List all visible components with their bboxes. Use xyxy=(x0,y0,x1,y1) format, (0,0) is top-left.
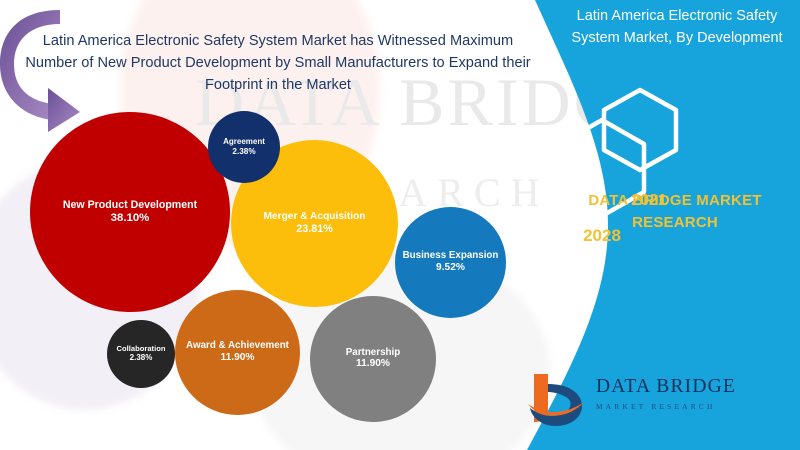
logo-subtitle: MARKET RESEARCH xyxy=(596,402,716,411)
bubble-award-achievement[interactable]: Award & Achievement 11.90% xyxy=(175,290,300,415)
hexagon-group: 2028 2021 xyxy=(530,86,800,245)
hexagon-2021-shape xyxy=(601,87,679,173)
logo-name: DATA BRIDGE xyxy=(596,376,737,397)
hexagon-2028-label: 2028 xyxy=(583,226,621,245)
bubble-value: 23.81% xyxy=(296,222,333,235)
bubble-business-expansion[interactable]: Business Expansion 9.52% xyxy=(395,207,506,318)
bubble-new-product-development[interactable]: New Product Development 38.10% xyxy=(30,112,230,312)
logo-wordmark: DATA BRIDGE MARKET RESEARCH xyxy=(596,376,736,411)
bubble-value: 38.10% xyxy=(110,212,150,225)
panel-title: Latin America Electronic Safety System M… xyxy=(571,8,783,46)
bubble-collaboration[interactable]: Collaboration 2.38% xyxy=(107,320,175,388)
logo-mark-icon xyxy=(528,374,584,426)
bubble-value: 2.38% xyxy=(129,353,153,363)
bubble-label: Award & Achievement xyxy=(186,340,289,352)
bubble-label: Agreement xyxy=(223,137,265,147)
bubble-label: Partnership xyxy=(345,346,401,358)
company-logo: DATA BRIDGE MARKET RESEARCH xyxy=(524,368,754,430)
bubble-value: 11.90% xyxy=(220,351,255,363)
page-title: Latin America Electronic Safety System M… xyxy=(25,33,531,94)
bubble-label: Collaboration xyxy=(116,343,166,353)
bubble-value: 11.90% xyxy=(356,358,390,370)
bubble-value: 9.52% xyxy=(436,261,465,273)
panel-brand-text: DATA BRIDGE MARKET RESEARCH xyxy=(588,192,762,231)
bubble-partnership[interactable]: Partnership 11.90% xyxy=(310,296,436,422)
hexagon-2021-label: 2021 xyxy=(631,192,667,209)
brand-panel: Latin America Electronic Safety System M… xyxy=(510,0,800,450)
bubble-label: New Product Development xyxy=(62,198,198,211)
curved-arrow-icon xyxy=(0,4,92,132)
bubble-label: Merger & Acquisition xyxy=(263,210,366,222)
bubble-label: Business Expansion xyxy=(402,250,499,262)
bubble-value: 2.38% xyxy=(232,146,256,156)
bubble-agreement[interactable]: Agreement 2.38% xyxy=(208,111,280,183)
